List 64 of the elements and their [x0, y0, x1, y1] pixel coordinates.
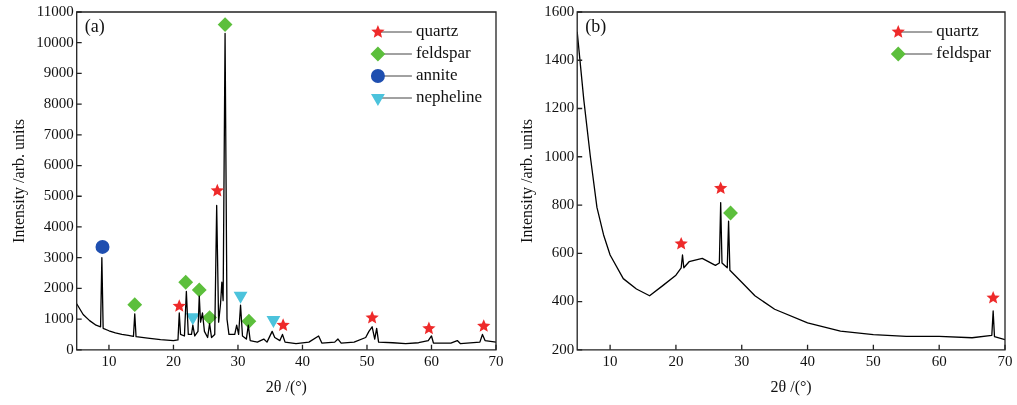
x-tick-label: 20 [165, 352, 181, 369]
y-axis-title: Intensity /arb. units [9, 118, 28, 243]
y-tick-label: 2000 [43, 279, 74, 296]
x-tick-label: 30 [230, 352, 246, 369]
y-tick-label: 9000 [43, 64, 74, 81]
y-tick-label: 600 [551, 244, 575, 261]
y-tick-label: 1600 [544, 2, 575, 19]
point [202, 310, 217, 325]
x-tick-label: 50 [359, 352, 375, 369]
y-tick-label: 3000 [43, 248, 74, 265]
annotation: (a) [84, 15, 105, 37]
point [172, 299, 186, 312]
y-tick-label: 8000 [43, 95, 74, 112]
legend-label: feldspar [415, 43, 472, 63]
y-tick-label: 1400 [544, 51, 575, 68]
x-tick-label: 30 [734, 352, 750, 369]
point [241, 314, 256, 329]
point [234, 291, 247, 303]
point [714, 181, 728, 195]
x-tick-label: 10 [101, 352, 117, 369]
x-tick-label: 70 [997, 352, 1013, 369]
y-tick-label: 400 [551, 292, 575, 309]
point [218, 17, 233, 32]
y-tick-label: 800 [551, 195, 575, 212]
y-tick-label: 1000 [43, 310, 74, 327]
point [723, 205, 738, 220]
y-tick-label: 200 [551, 340, 575, 357]
legend-label: annite [415, 65, 458, 85]
legend-label: quartz [936, 21, 980, 41]
point [210, 183, 224, 197]
y-tick-label: 6000 [43, 156, 74, 173]
point [178, 275, 193, 290]
point [365, 310, 379, 324]
y-axis-title: Intensity /arb. units [517, 118, 536, 243]
x-tick-label: 10 [602, 352, 618, 369]
point [192, 282, 207, 297]
x-tick-label: 50 [865, 352, 881, 369]
legend-label: quartz [415, 21, 459, 41]
x-tick-label: 60 [931, 352, 947, 369]
point [477, 319, 491, 332]
legend-label: feldspar [936, 43, 992, 63]
point [422, 321, 436, 335]
point [127, 297, 142, 312]
point [986, 290, 1000, 304]
x-tick-label: 60 [423, 352, 439, 369]
x-tick-label: 40 [294, 352, 310, 369]
y-tick-label: 5000 [43, 187, 74, 204]
y-tick-label: 4000 [43, 217, 74, 234]
legend-label: nepheline [415, 87, 483, 107]
x-tick-label: 70 [488, 352, 504, 369]
y-tick-label: 1000 [544, 147, 575, 164]
y-tick-label: 1200 [544, 99, 575, 116]
x-tick-label: 40 [800, 352, 816, 369]
x-axis-title: 2θ /(°) [770, 377, 812, 396]
point [674, 236, 688, 250]
x-tick-label: 20 [668, 352, 684, 369]
annotation: (b) [585, 15, 607, 37]
y-tick-label: 10000 [36, 33, 74, 50]
x-axis-title: 2θ /(°) [265, 377, 307, 396]
y-tick-label: 0 [66, 340, 74, 357]
point [276, 318, 290, 331]
y-tick-label: 7000 [43, 125, 74, 142]
point [95, 239, 110, 254]
y-tick-label: 11000 [36, 2, 74, 19]
